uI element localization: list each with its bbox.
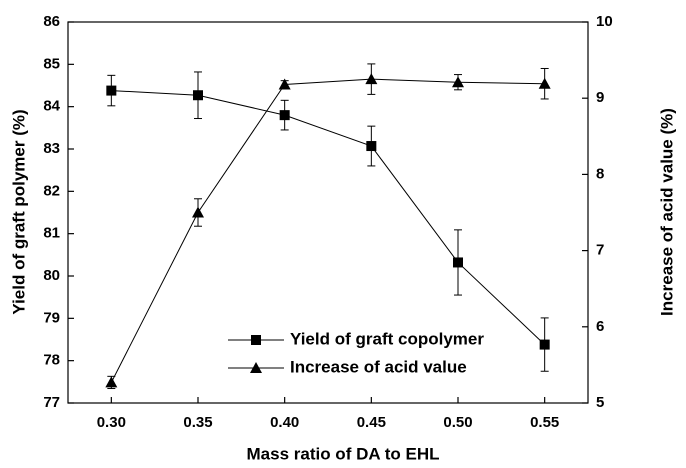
marker-square [251, 335, 261, 345]
legend-label: Yield of graft copolymer [290, 329, 484, 348]
y-tick-label: 79 [43, 309, 60, 326]
y-tick-label: 77 [43, 394, 60, 411]
y2-tick-label: 7 [596, 242, 604, 259]
marker-triangle [105, 376, 118, 388]
marker-square [366, 141, 377, 152]
y2-axis-label: Increase of acid value (%) [657, 108, 676, 316]
x-tick-label: 0.40 [270, 414, 299, 431]
x-axis-label: Mass ratio of DA to EHL [247, 444, 440, 463]
y-tick-label: 81 [43, 225, 60, 242]
x-tick-label: 0.45 [357, 414, 386, 431]
y-tick-label: 86 [43, 13, 60, 30]
marker-square [106, 85, 117, 96]
marker-square [279, 110, 290, 121]
y-tick-label: 83 [43, 140, 60, 157]
legend-label: Increase of acid value [290, 357, 467, 376]
x-tick-label: 0.35 [183, 414, 212, 431]
y-tick-label: 84 [43, 98, 60, 115]
plot-frame [67, 21, 589, 404]
series-line [111, 90, 546, 345]
y2-tick-label: 9 [596, 89, 604, 106]
marker-triangle [250, 362, 262, 373]
marker-square [539, 339, 550, 350]
y-tick-label: 82 [43, 182, 60, 199]
y-tick-label: 85 [43, 55, 60, 72]
marker-square [453, 257, 463, 268]
x-tick-label: 0.50 [443, 414, 472, 431]
y2-tick-label: 10 [596, 13, 613, 30]
y2-tick-label: 5 [596, 394, 604, 411]
marker-triangle [452, 76, 464, 88]
marker-triangle [192, 206, 204, 218]
marker-triangle [278, 78, 291, 90]
x-tick-label: 0.55 [530, 414, 559, 431]
marker-square [193, 90, 203, 101]
marker-triangle [365, 73, 378, 85]
y2-tick-label: 8 [596, 165, 604, 182]
y2-tick-label: 6 [596, 318, 604, 335]
series-line [110, 78, 545, 383]
y-tick-label: 78 [43, 352, 60, 369]
marker-triangle [538, 77, 551, 89]
x-tick-label: 0.30 [97, 414, 126, 431]
y-tick-label: 80 [43, 267, 60, 284]
y-axis-label: Yield of graft polymer (%) [9, 109, 28, 314]
